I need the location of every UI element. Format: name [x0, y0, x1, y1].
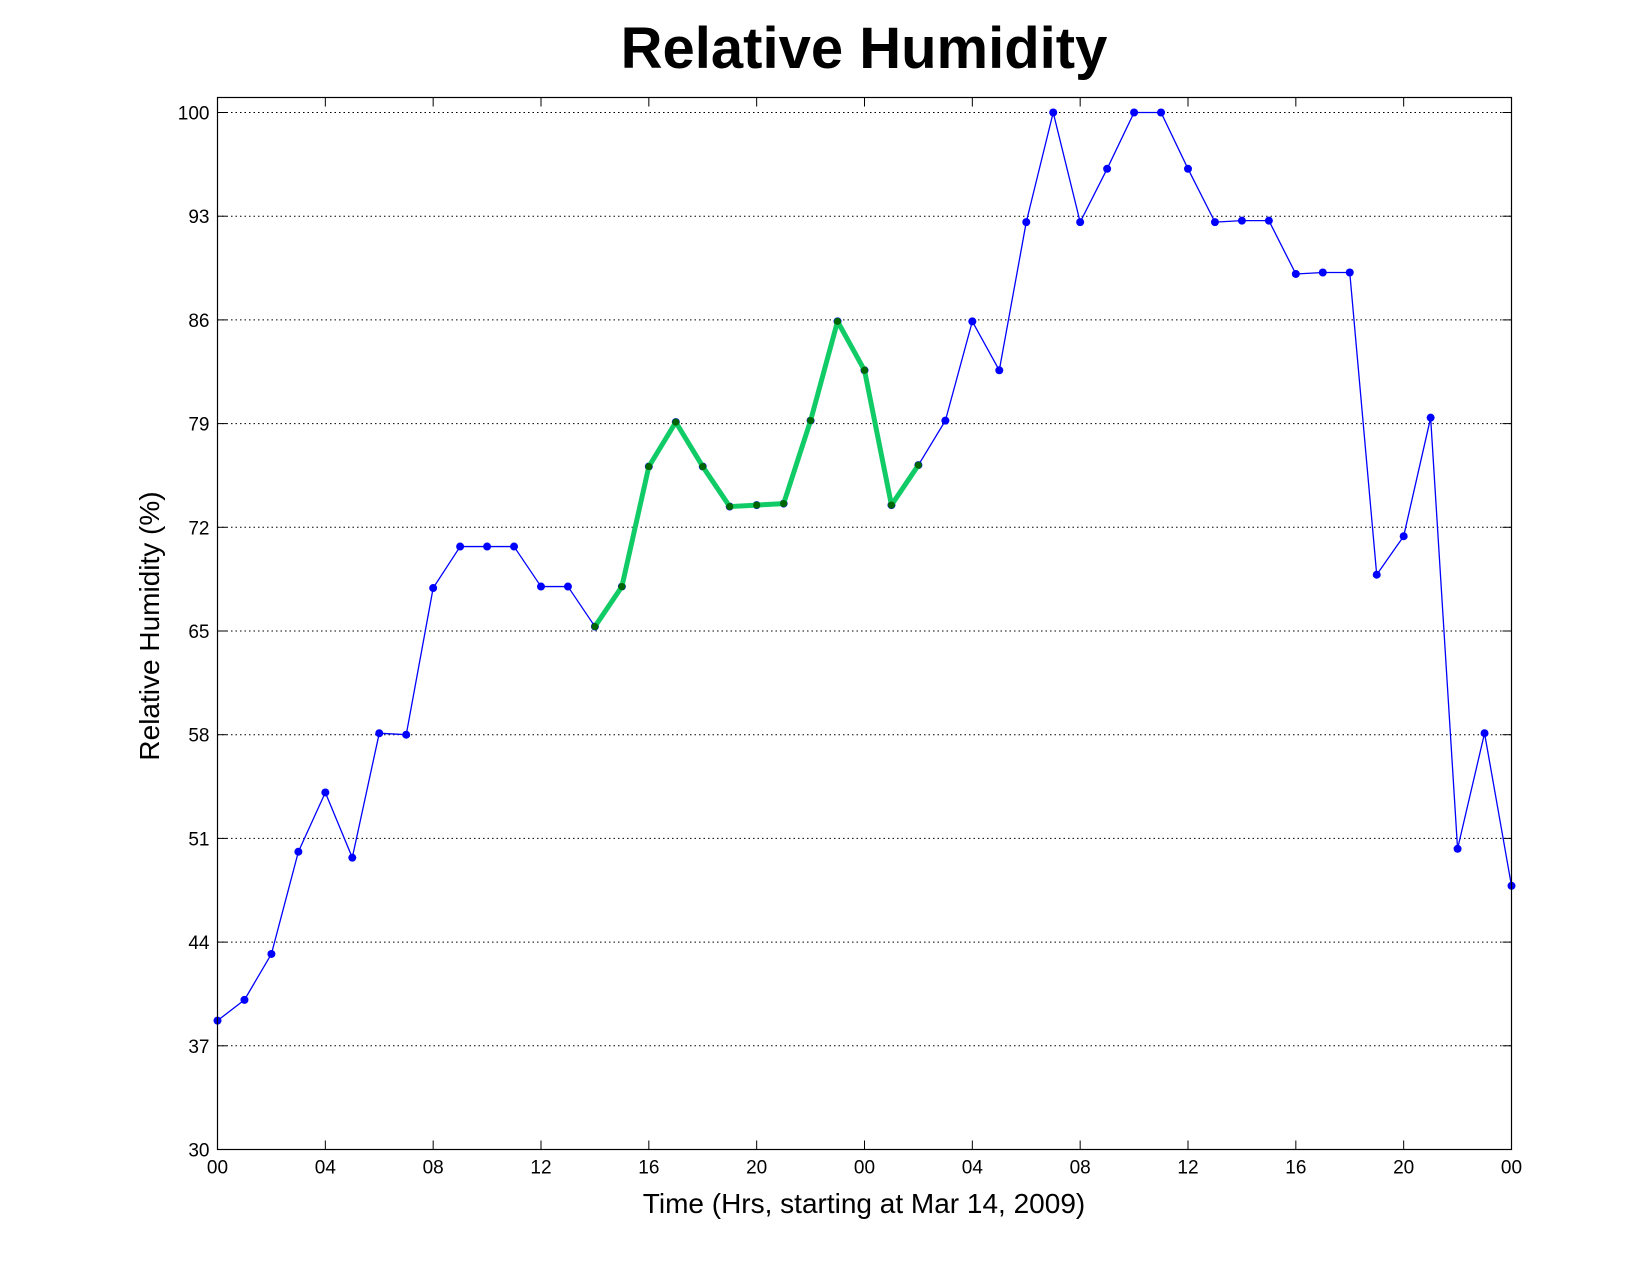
x-tick-label: 12 [1177, 1158, 1198, 1179]
data-point-marker [321, 788, 330, 797]
highlighted-point-marker [672, 418, 680, 426]
data-point-marker [402, 730, 411, 739]
highlighted-point-marker [645, 462, 653, 471]
grid-lines [217, 112, 1512, 1047]
data-point-marker [483, 542, 492, 551]
axis-ticks: 30 37 44 51 58 65 72 79 86 93 100 00 04 08 12 16 20 00 04 0… [178, 97, 1522, 1179]
x-tick-label: 04 [962, 1158, 984, 1179]
data-point-marker [1184, 164, 1192, 173]
data-point-marker [563, 582, 572, 591]
y-tick-label: 79 [188, 415, 209, 436]
highlighted-point-marker [806, 417, 815, 425]
data-point-marker [941, 416, 950, 425]
y-tick-label: 44 [188, 933, 210, 954]
x-tick-label: 16 [638, 1158, 659, 1179]
data-point-marker [537, 582, 545, 591]
data-point-marker [1076, 218, 1085, 227]
plot-area-frame [216, 96, 1513, 1151]
data-point-marker [1480, 729, 1489, 738]
highlighted-point-marker [780, 499, 788, 508]
data-series [213, 108, 1516, 1025]
y-tick-label: 100 [178, 104, 210, 125]
data-point-marker [1291, 269, 1300, 278]
x-tick-label: 00 [207, 1158, 228, 1179]
data-point-marker [375, 729, 384, 738]
data-point-marker [348, 853, 357, 862]
data-point-marker [1022, 218, 1031, 227]
data-point-marker [456, 542, 465, 551]
x-tick-label: 20 [746, 1158, 767, 1179]
humidity-series-line [216, 111, 1513, 1022]
x-tick-label: 04 [315, 1158, 337, 1179]
data-point-marker [995, 366, 1004, 375]
highlighted-point-marker [914, 461, 923, 469]
data-point-marker [968, 317, 977, 326]
data-point-marker [1372, 570, 1381, 579]
x-tick-label: 00 [854, 1158, 875, 1179]
data-point-marker [267, 949, 276, 958]
highlighted-segment-line [592, 318, 921, 630]
data-point-marker [1399, 532, 1408, 541]
data-point-marker [1103, 164, 1112, 173]
data-point-marker [1130, 108, 1139, 117]
highlighted-point-marker [860, 366, 869, 374]
data-point-marker [1049, 108, 1058, 117]
x-tick-label: 00 [1501, 1158, 1522, 1179]
highlighted-point-marker [618, 582, 626, 591]
chart-title: Relative Humidity [621, 16, 1108, 81]
y-tick-label: 30 [188, 1141, 209, 1162]
data-point-marker [1318, 268, 1327, 277]
x-tick-label: 20 [1393, 1158, 1414, 1179]
highlighted-point-marker [887, 501, 896, 509]
data-point-marker [1426, 413, 1435, 422]
highlighted-point-marker [726, 502, 734, 511]
x-tick-label: 08 [423, 1158, 444, 1179]
highlighted-point-marker [591, 622, 599, 631]
y-tick-label: 93 [188, 207, 209, 228]
x-axis-label: Time (Hrs, starting at Mar 14, 2009) [643, 1188, 1085, 1219]
y-tick-label: 58 [188, 726, 209, 747]
data-point-marker [1210, 218, 1219, 227]
y-tick-label: 72 [188, 518, 209, 539]
highlighted-point-marker [699, 462, 707, 471]
data-point-marker [510, 542, 519, 551]
y-tick-label: 86 [188, 311, 209, 332]
highlighted-point-marker [833, 317, 842, 325]
data-point-marker [1345, 268, 1354, 277]
data-point-marker [1237, 216, 1246, 225]
data-point-marker [429, 584, 438, 593]
data-point-marker [294, 847, 303, 856]
data-point-marker [1453, 844, 1462, 853]
highlighted-point-marker [753, 501, 761, 509]
data-point-marker [1157, 108, 1166, 117]
x-tick-label: 12 [530, 1158, 551, 1179]
x-tick-label: 08 [1070, 1158, 1091, 1179]
data-point-marker [1264, 216, 1273, 225]
y-tick-label: 37 [188, 1037, 209, 1058]
y-tick-label: 51 [188, 829, 209, 850]
y-tick-label: 65 [188, 622, 209, 643]
data-point-marker [240, 995, 249, 1004]
x-tick-label: 16 [1285, 1158, 1306, 1179]
y-axis-label: Relative Humidity (%) [134, 491, 165, 760]
